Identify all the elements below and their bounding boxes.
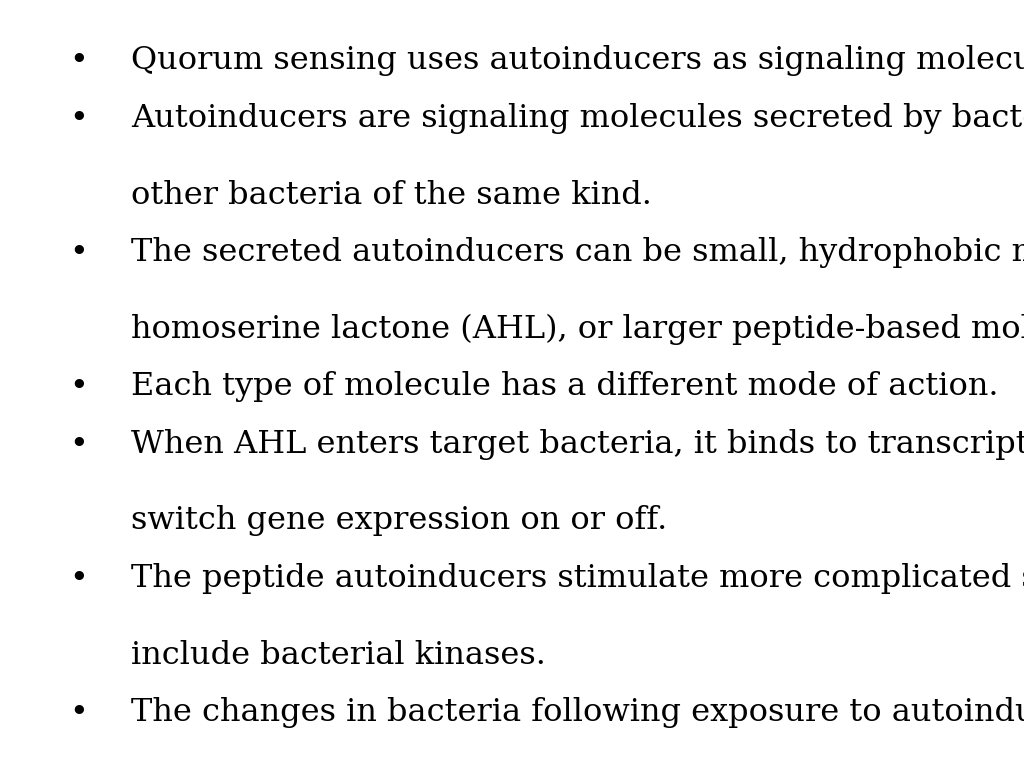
Text: homoserine lactone (AHL), or larger peptide-based molecules.: homoserine lactone (AHL), or larger pept… bbox=[131, 313, 1024, 345]
Text: •: • bbox=[70, 372, 88, 402]
Text: •: • bbox=[70, 429, 88, 461]
Text: include bacterial kinases.: include bacterial kinases. bbox=[131, 640, 546, 670]
Text: The peptide autoinducers stimulate more complicated signaling pathways that: The peptide autoinducers stimulate more … bbox=[131, 564, 1024, 594]
Text: Each type of molecule has a different mode of action.: Each type of molecule has a different mo… bbox=[131, 372, 998, 402]
Text: Quorum sensing uses autoinducers as signaling molecules.: Quorum sensing uses autoinducers as sign… bbox=[131, 45, 1024, 77]
Text: •: • bbox=[70, 45, 88, 77]
Text: •: • bbox=[70, 237, 88, 269]
Text: Autoinducers are signaling molecules secreted by bacteria to communicate with: Autoinducers are signaling molecules sec… bbox=[131, 104, 1024, 134]
Text: The changes in bacteria following exposure to autoinducers can be quite: The changes in bacteria following exposu… bbox=[131, 697, 1024, 729]
Text: switch gene expression on or off.: switch gene expression on or off. bbox=[131, 505, 668, 537]
Text: •: • bbox=[70, 697, 88, 729]
Text: •: • bbox=[70, 564, 88, 594]
Text: The secreted autoinducers can be small, hydrophobic molecules, such as acyl-: The secreted autoinducers can be small, … bbox=[131, 237, 1024, 269]
Text: When AHL enters target bacteria, it binds to transcription factors, which then: When AHL enters target bacteria, it bind… bbox=[131, 429, 1024, 461]
Text: other bacteria of the same kind.: other bacteria of the same kind. bbox=[131, 180, 652, 210]
Text: •: • bbox=[70, 104, 88, 134]
